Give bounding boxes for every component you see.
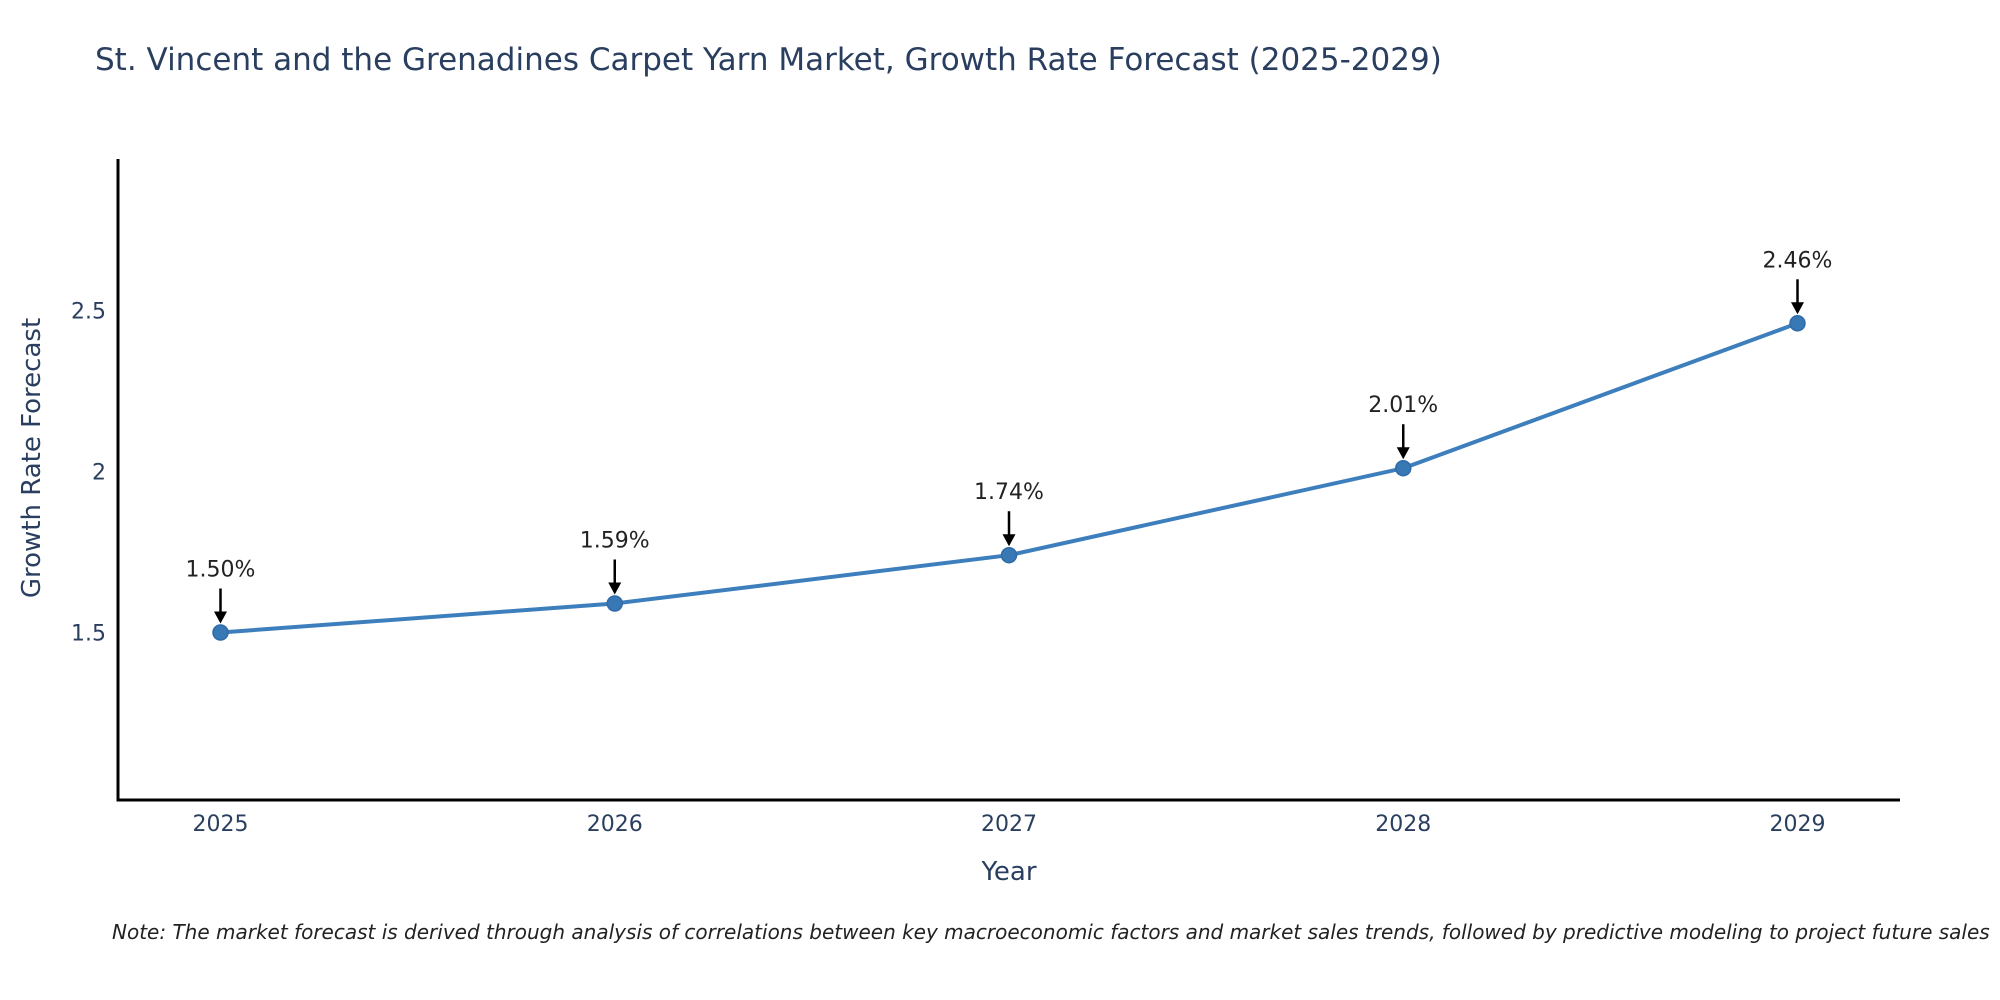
annotation-label: 1.50%: [186, 558, 256, 583]
x-tick-label: 2027: [981, 812, 1037, 837]
x-axis-title: Year: [981, 857, 1037, 887]
chart-title: St. Vincent and the Grenadines Carpet Ya…: [95, 42, 1442, 78]
annotation-label: 1.74%: [974, 480, 1044, 505]
footnote: Note: The market forecast is derived thr…: [112, 920, 1990, 944]
annotation-arrowhead-icon: [1002, 534, 1016, 547]
data-point: [1789, 315, 1806, 332]
annotation-label: 1.59%: [580, 529, 650, 554]
annotation-arrowhead-icon: [214, 611, 228, 624]
annotation-label: 2.01%: [1368, 393, 1438, 418]
annotation-label: 2.46%: [1763, 248, 1833, 273]
data-point: [1000, 546, 1018, 564]
annotation-arrowhead-icon: [1790, 302, 1804, 315]
annotation-arrowhead-icon: [608, 582, 622, 595]
y-tick-label: 1.5: [71, 622, 106, 647]
data-point: [212, 624, 229, 641]
y-tick-label: 2: [92, 460, 106, 485]
x-tick-label: 2026: [587, 812, 643, 837]
annotation-arrowhead-icon: [1396, 447, 1410, 460]
data-point: [606, 595, 624, 612]
data-point: [1394, 459, 1412, 477]
x-tick-label: 2025: [193, 812, 249, 837]
y-tick-label: 2.5: [71, 299, 106, 324]
x-tick-label: 2028: [1375, 812, 1431, 837]
x-tick-label: 2029: [1769, 812, 1825, 837]
data-line: [218, 321, 1800, 635]
